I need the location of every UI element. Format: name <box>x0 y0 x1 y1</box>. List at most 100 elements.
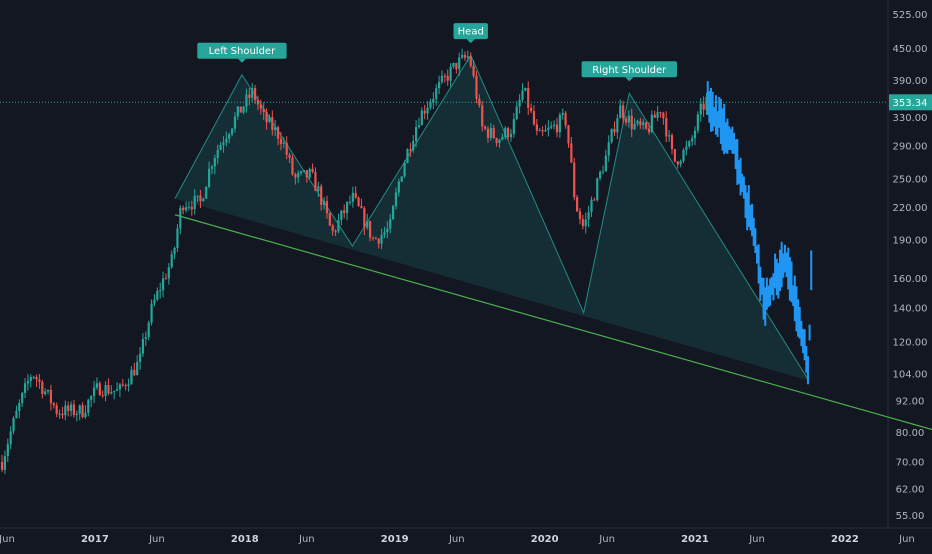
candle-body <box>245 94 248 107</box>
candle-body <box>58 413 61 415</box>
candle-body <box>478 98 481 106</box>
time-tick-label: 2020 <box>531 534 559 545</box>
candle-body <box>196 195 199 197</box>
candle-body <box>340 210 343 220</box>
candle-body <box>656 112 659 118</box>
candle-body <box>409 149 412 151</box>
candle-body <box>322 201 326 205</box>
price-tick-label: 330.00 <box>893 113 928 124</box>
projection-bar <box>760 277 763 295</box>
price-tick-label: 104.00 <box>893 370 928 381</box>
candle-body <box>173 247 176 255</box>
candle-body <box>653 114 656 118</box>
candle-body <box>518 99 521 107</box>
candle-body <box>159 290 162 292</box>
candle-body <box>547 127 550 130</box>
candle-body <box>371 237 375 239</box>
candle-body <box>98 383 101 396</box>
candle-body <box>87 399 90 413</box>
projection-bar <box>751 203 754 237</box>
candle-body <box>184 207 188 211</box>
candle-body <box>432 98 435 103</box>
candle-body <box>95 383 99 388</box>
candle-body <box>3 456 7 470</box>
candle-body <box>524 87 527 91</box>
candle-body <box>259 104 262 109</box>
candle-body <box>420 110 423 126</box>
time-axis[interactable]: Jun 2017 Jun 2018 Jun 2019 Jun 2020 Jun 2021 Jun 20… <box>0 534 915 545</box>
candle-body <box>504 128 507 138</box>
projection-bar <box>742 176 745 199</box>
candle-body <box>486 128 490 138</box>
candle-body <box>501 137 504 140</box>
candle-body <box>636 120 639 124</box>
candle-body <box>75 413 78 416</box>
projection-bar <box>723 103 726 155</box>
candle-body <box>443 75 446 77</box>
candle-body <box>90 396 93 400</box>
candle-body <box>207 168 211 187</box>
candle-body <box>23 383 27 393</box>
projection-bar <box>752 217 755 246</box>
annotation-label: Head <box>458 27 484 38</box>
candle-body <box>676 161 679 165</box>
time-tick-label: 2018 <box>231 534 259 545</box>
annotation-box <box>453 23 488 40</box>
candle-body <box>593 199 596 201</box>
candle-body <box>613 128 616 133</box>
candle-body <box>92 387 96 397</box>
candle-body <box>26 381 30 384</box>
candle-body <box>679 161 682 165</box>
candle-body <box>619 105 622 119</box>
candle-body <box>199 195 202 202</box>
candle-body <box>435 88 438 99</box>
candle-body <box>389 219 392 229</box>
candle-body <box>484 126 487 129</box>
candle-body <box>337 219 340 232</box>
candle-body <box>691 138 694 142</box>
candle-body <box>590 199 593 213</box>
projection-bar <box>787 247 790 290</box>
current-price-tag <box>889 94 932 111</box>
projection-bar <box>806 356 809 385</box>
projection-bar <box>797 299 800 337</box>
candle-body <box>213 158 216 167</box>
price-tick-label: 190.00 <box>893 236 928 247</box>
candle-body <box>297 173 300 178</box>
candle-body <box>274 127 277 131</box>
candle-body <box>230 128 234 135</box>
candle-body <box>558 114 561 133</box>
time-tick-label: Jun <box>448 534 465 545</box>
candle-body <box>147 322 150 338</box>
projection-bar <box>805 346 808 373</box>
candle-body <box>121 384 124 386</box>
candle-body <box>665 118 668 137</box>
projection-bar <box>792 285 795 306</box>
price-tick-label: 390.00 <box>893 76 928 87</box>
candle-body <box>161 278 165 291</box>
price-axis[interactable]: 525.00 450.00 390.00 330.00 290.00 250.00 220.… <box>893 10 928 522</box>
candle-body <box>153 299 156 304</box>
candle-body <box>622 105 625 119</box>
candle-body <box>412 140 415 151</box>
candle-body <box>311 168 314 173</box>
time-tick-label: 2022 <box>831 534 859 545</box>
candle-body <box>702 103 705 110</box>
candle-body <box>377 238 380 244</box>
candle-body <box>233 116 237 129</box>
candle-body <box>383 232 386 235</box>
candle-body <box>437 81 441 89</box>
candle-body <box>693 130 697 139</box>
candle-body <box>38 379 41 382</box>
time-tick-label: Jun <box>148 534 165 545</box>
candle-body <box>354 192 357 198</box>
candle-body <box>599 171 602 179</box>
price-tick-label: 290.00 <box>893 142 928 153</box>
projection-bar <box>800 320 803 347</box>
candle-body <box>368 221 372 238</box>
candle-body <box>380 234 383 244</box>
candle-body <box>12 418 15 432</box>
candle-body <box>659 112 662 114</box>
candle-body <box>256 100 260 105</box>
